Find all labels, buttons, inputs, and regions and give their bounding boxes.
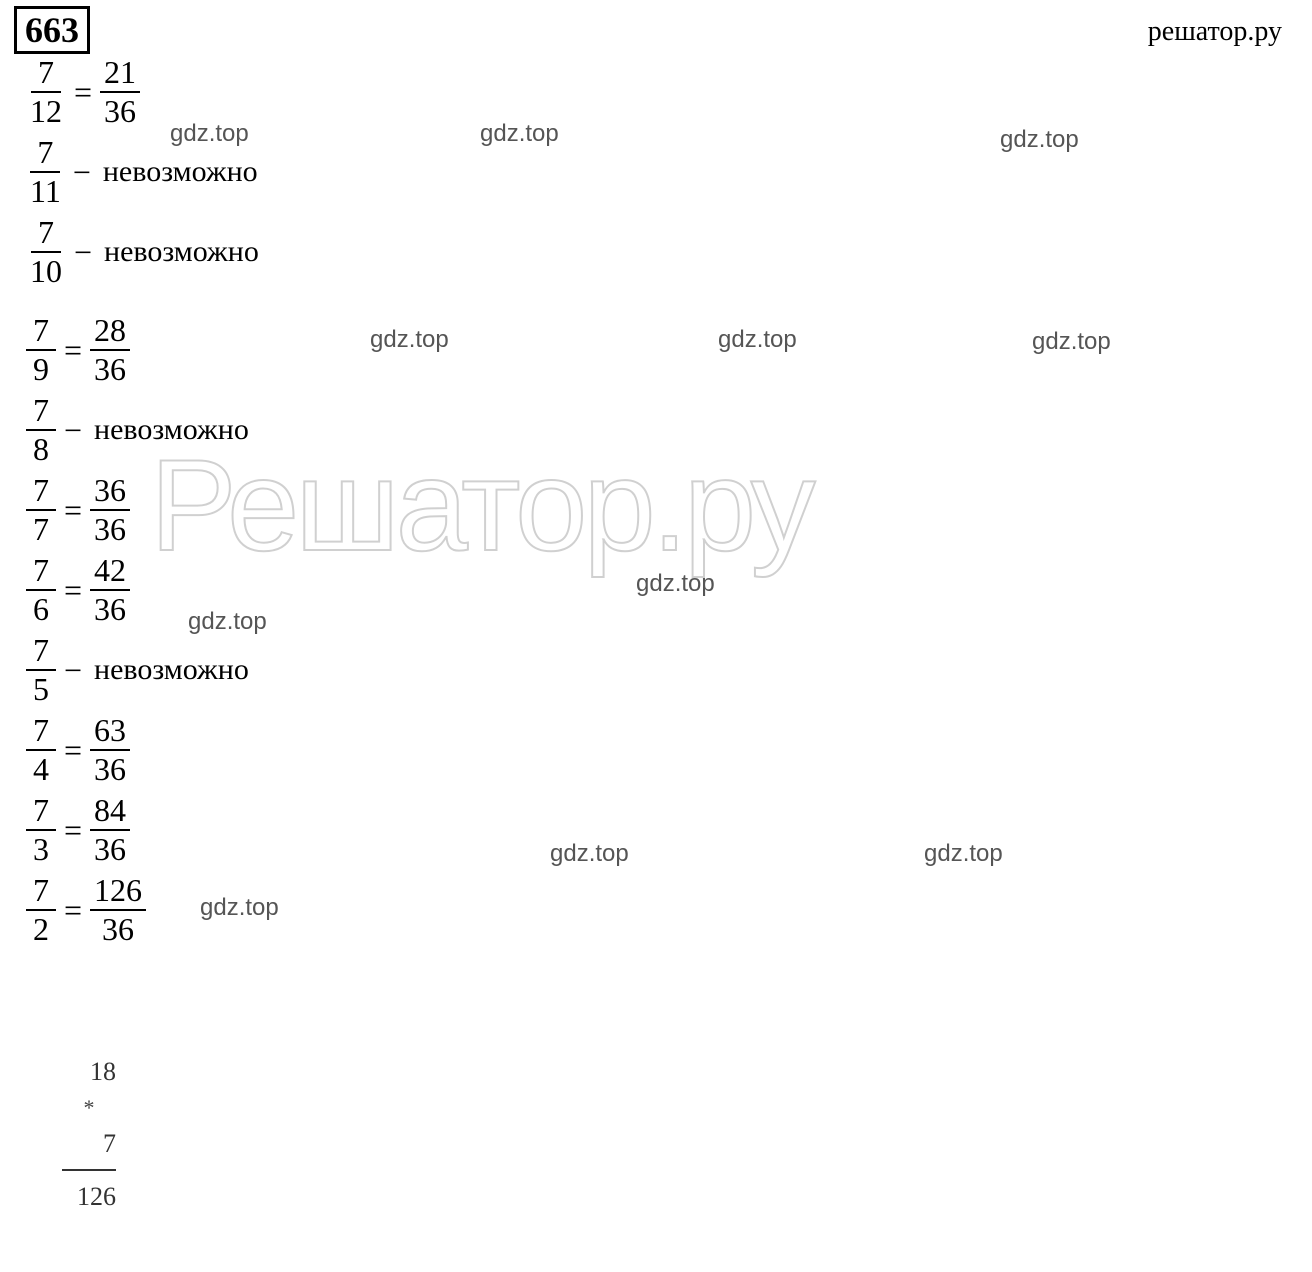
- fraction-denominator: 8: [26, 431, 56, 468]
- problem-number: 663: [14, 6, 90, 54]
- impossible-label: невозможно: [94, 653, 249, 687]
- right-fraction: 8436: [90, 792, 130, 868]
- site-label: решатор.ру: [1148, 16, 1282, 48]
- row-gap: [26, 292, 259, 310]
- dash-separator: −: [64, 412, 82, 449]
- fraction-denominator: 2: [26, 911, 56, 948]
- watermark-text: gdz.top: [1000, 126, 1079, 154]
- watermark-text: gdz.top: [370, 326, 449, 354]
- fraction-denominator: 12: [26, 93, 66, 130]
- equals-sign: =: [64, 732, 82, 769]
- fraction-denominator: 36: [90, 751, 130, 788]
- fraction-numerator: 7: [26, 632, 56, 671]
- fraction-denominator: 11: [26, 173, 65, 210]
- math-row: 710−невозможно: [26, 212, 259, 292]
- impossible-label: невозможно: [94, 413, 249, 447]
- fraction-numerator: 7: [26, 472, 56, 511]
- left-fraction: 711: [26, 134, 65, 210]
- fraction-denominator: 9: [26, 351, 56, 388]
- equals-sign: =: [64, 892, 82, 929]
- dash-separator: −: [64, 652, 82, 689]
- left-fraction: 77: [26, 472, 56, 548]
- fraction-numerator: 7: [30, 134, 60, 173]
- fraction-denominator: 4: [26, 751, 56, 788]
- left-fraction: 76: [26, 552, 56, 628]
- right-fraction: 3636: [90, 472, 130, 548]
- left-fraction: 74: [26, 712, 56, 788]
- math-row: 74=6336: [26, 710, 259, 790]
- right-fraction: 6336: [90, 712, 130, 788]
- fraction-denominator: 10: [26, 253, 66, 290]
- math-row: 711−невозможно: [26, 132, 259, 212]
- watermark-text: gdz.top: [550, 840, 629, 868]
- fraction-denominator: 36: [90, 511, 130, 548]
- math-row: 73=8436: [26, 790, 259, 870]
- fraction-numerator: 7: [26, 312, 56, 351]
- math-content: 712=2136711−невозможно710−невозможно79=2…: [26, 52, 259, 950]
- calc-operator: *: [62, 1091, 116, 1124]
- fraction-denominator: 36: [90, 351, 130, 388]
- watermark-text: gdz.top: [1032, 328, 1111, 356]
- fraction-denominator: 36: [90, 591, 130, 628]
- fraction-denominator: 36: [98, 911, 138, 948]
- fraction-numerator: 42: [90, 552, 130, 591]
- right-fraction: 12636: [90, 872, 146, 948]
- calc-operand-2: 7: [62, 1124, 116, 1163]
- left-fraction: 78: [26, 392, 56, 468]
- left-fraction: 73: [26, 792, 56, 868]
- dash-separator: −: [73, 154, 91, 191]
- math-row: 79=2836: [26, 310, 259, 390]
- equals-sign: =: [64, 812, 82, 849]
- dash-separator: −: [74, 234, 92, 271]
- left-fraction: 712: [26, 54, 66, 130]
- fraction-numerator: 28: [90, 312, 130, 351]
- fraction-denominator: 5: [26, 671, 56, 708]
- fraction-numerator: 7: [31, 214, 61, 253]
- fraction-numerator: 7: [26, 792, 56, 831]
- left-fraction: 710: [26, 214, 66, 290]
- watermark-text: gdz.top: [718, 326, 797, 354]
- equals-sign: =: [64, 492, 82, 529]
- impossible-label: невозможно: [103, 155, 258, 189]
- fraction-numerator: 126: [90, 872, 146, 911]
- equals-sign: =: [64, 572, 82, 609]
- impossible-label: невозможно: [104, 235, 259, 269]
- multiplication-calculation: 18 * 7 126: [62, 1052, 116, 1216]
- right-fraction: 2836: [90, 312, 130, 388]
- math-row: 77=3636: [26, 470, 259, 550]
- fraction-numerator: 84: [90, 792, 130, 831]
- math-row: 76=4236: [26, 550, 259, 630]
- fraction-numerator: 63: [90, 712, 130, 751]
- calc-operand-1: 18: [62, 1052, 116, 1091]
- fraction-numerator: 21: [100, 54, 140, 93]
- left-fraction: 79: [26, 312, 56, 388]
- fraction-denominator: 7: [26, 511, 56, 548]
- fraction-denominator: 36: [100, 93, 140, 130]
- fraction-numerator: 7: [26, 872, 56, 911]
- left-fraction: 75: [26, 632, 56, 708]
- right-fraction: 2136: [100, 54, 140, 130]
- math-row: 72=12636: [26, 870, 259, 950]
- fraction-numerator: 36: [90, 472, 130, 511]
- left-fraction: 72: [26, 872, 56, 948]
- math-row: 712=2136: [26, 52, 259, 132]
- math-row: 75−невозможно: [26, 630, 259, 710]
- math-row: 78−невозможно: [26, 390, 259, 470]
- fraction-numerator: 7: [26, 552, 56, 591]
- fraction-denominator: 36: [90, 831, 130, 868]
- watermark-text: gdz.top: [924, 840, 1003, 868]
- fraction-numerator: 7: [26, 712, 56, 751]
- equals-sign: =: [74, 74, 92, 111]
- watermark-text: gdz.top: [636, 570, 715, 598]
- fraction-denominator: 3: [26, 831, 56, 868]
- watermark-text: gdz.top: [480, 120, 559, 148]
- calc-rule: [62, 1169, 116, 1171]
- fraction-denominator: 6: [26, 591, 56, 628]
- right-fraction: 4236: [90, 552, 130, 628]
- equals-sign: =: [64, 332, 82, 369]
- fraction-numerator: 7: [26, 392, 56, 431]
- calc-result: 126: [62, 1177, 116, 1216]
- fraction-numerator: 7: [31, 54, 61, 93]
